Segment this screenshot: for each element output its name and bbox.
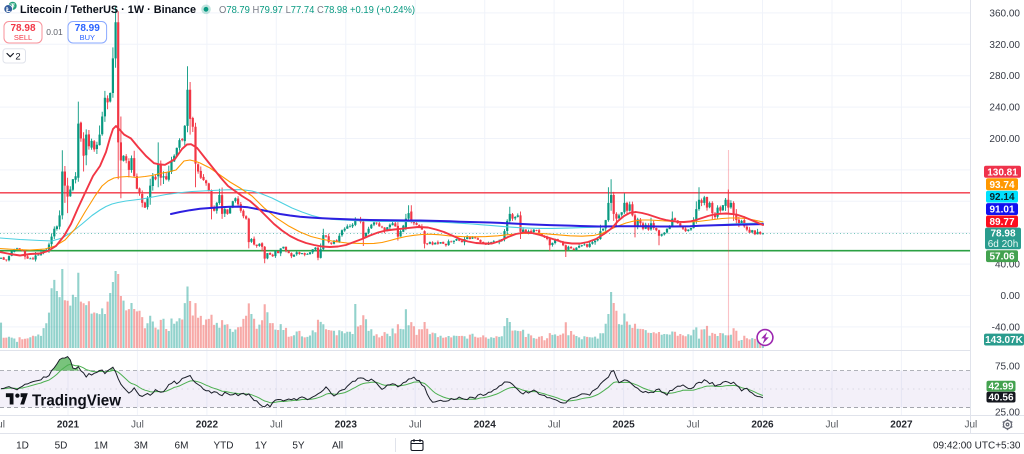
svg-text:25.00: 25.00	[995, 408, 1020, 419]
svg-text:91.01: 91.01	[989, 205, 1014, 216]
svg-text:320.00: 320.00	[989, 40, 1020, 51]
svg-text:40.56: 40.56	[988, 393, 1013, 404]
svg-text:Jul: Jul	[826, 420, 839, 431]
svg-text:2026: 2026	[751, 420, 774, 431]
svg-text:2027: 2027	[890, 420, 913, 431]
svg-text:42.99: 42.99	[988, 382, 1013, 393]
svg-text:78.99: 78.99	[75, 23, 100, 34]
svg-text:78.98: 78.98	[10, 23, 35, 34]
svg-text:75.00: 75.00	[995, 362, 1020, 373]
svg-text:Jul: Jul	[0, 420, 5, 431]
svg-text:TradingView: TradingView	[32, 393, 122, 410]
svg-text:SELL: SELL	[14, 33, 32, 42]
svg-text:09:42:00 UTC+5:30: 09:42:00 UTC+5:30	[933, 441, 1021, 452]
svg-text:78.98: 78.98	[990, 229, 1015, 240]
svg-text:6d 20h: 6d 20h	[988, 239, 1019, 250]
svg-text:280.00: 280.00	[989, 71, 1020, 82]
svg-text:2022: 2022	[196, 420, 219, 431]
svg-text:0.01: 0.01	[46, 27, 63, 37]
svg-text:₮: ₮	[10, 4, 15, 11]
svg-text:143.07K: 143.07K	[985, 335, 1024, 346]
svg-text:-40.00: -40.00	[992, 322, 1021, 333]
svg-text:360.00: 360.00	[989, 8, 1020, 19]
svg-text:2: 2	[15, 52, 20, 63]
svg-text:2021: 2021	[57, 420, 80, 431]
svg-text:5D: 5D	[55, 441, 68, 452]
svg-text:2024: 2024	[474, 420, 497, 431]
svg-text:Jul: Jul	[270, 420, 283, 431]
svg-text:130.81: 130.81	[987, 167, 1018, 178]
svg-text:240.00: 240.00	[989, 103, 1020, 114]
svg-text:Jul: Jul	[409, 420, 422, 431]
svg-text:0.00: 0.00	[1001, 291, 1021, 302]
svg-text:200.00: 200.00	[989, 134, 1020, 145]
svg-text:Litecoin / TetherUS · 1W · Bin: Litecoin / TetherUS · 1W · Binance	[20, 4, 196, 16]
svg-text:All: All	[332, 441, 343, 452]
svg-text:2023: 2023	[335, 420, 358, 431]
svg-text:Jul: Jul	[964, 420, 977, 431]
svg-text:92.14: 92.14	[989, 192, 1014, 203]
svg-text:57.06: 57.06	[989, 252, 1014, 263]
svg-text:O78.79 H79.97 L77.74 C78.98 +0: O78.79 H79.97 L77.74 C78.98 +0.19 (+0.24…	[219, 5, 415, 16]
svg-text:YTD: YTD	[214, 441, 234, 452]
svg-text:3M: 3M	[134, 441, 148, 452]
svg-text:40.00: 40.00	[995, 260, 1020, 271]
svg-text:5Y: 5Y	[292, 441, 305, 452]
svg-text:93.74: 93.74	[989, 180, 1014, 191]
svg-text:Jul: Jul	[131, 420, 144, 431]
svg-text:6M: 6M	[175, 441, 189, 452]
svg-text:Jul: Jul	[548, 420, 561, 431]
svg-text:Ł: Ł	[6, 5, 11, 14]
svg-text:1Y: 1Y	[255, 441, 268, 452]
svg-text:BUY: BUY	[80, 33, 95, 42]
svg-text:1M: 1M	[94, 441, 108, 452]
svg-text:89.77: 89.77	[989, 217, 1014, 228]
svg-text:1D: 1D	[16, 441, 29, 452]
svg-text:2025: 2025	[612, 420, 635, 431]
svg-text:Jul: Jul	[687, 420, 700, 431]
